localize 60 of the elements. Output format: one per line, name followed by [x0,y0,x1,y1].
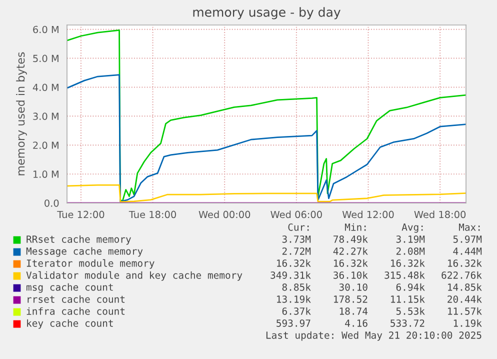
legend-label: RRset cache memory [26,235,131,245]
y-axis-title: memory used in bytes [16,52,27,176]
text: Min: [344,223,366,231]
text: 1.19k [454,319,482,327]
text: 2.72M [282,247,311,255]
y-tick-label: 6.0 M [33,26,58,34]
x-tick-label: Tue 12:00 [57,210,104,218]
text: 6.37k [282,307,311,315]
text: 11.57k [448,307,482,315]
text: 4.16 [345,319,368,327]
text: 42.27k [333,247,368,255]
text: Cur: [288,223,309,231]
text: 6.94k [396,283,425,291]
text: 349.31k [270,271,311,279]
text: 18.74 [340,307,368,315]
text: Avg: [402,224,423,233]
text: 622.76k [442,271,482,279]
x-tick-label: Wed 18:00 [414,210,466,218]
text: 5.53k [396,307,425,315]
y-tick-label: 3.0 M [33,112,58,120]
y-tick-label: 0.0 [44,199,59,207]
text: 4.44M [453,248,482,255]
text: 8.85k [282,283,311,291]
text: 20.44k [448,295,482,303]
text: 5.97M [453,235,482,243]
y-tick-label: 4.0 M [32,84,58,92]
text: 14.85k [448,283,482,291]
text: 178.52 [334,295,368,303]
x-tick-label: Wed 00:00 [198,210,250,218]
y-tick-label: 5.0 M [33,54,58,62]
text: Last update: Wed May 21 20:10:00 2025 [266,331,482,341]
text: Max: [458,224,480,231]
legend-label: Iterator module memory [26,259,154,269]
text: 30.10 [339,283,368,291]
x-tick-label: Wed 06:00 [270,210,322,218]
text: 13.19k [277,295,311,303]
text: 11.15k [391,295,425,303]
legend-label: infra cache count [26,307,125,315]
legend-label: rrset cache count [28,295,125,303]
text: 533.72 [390,319,424,327]
text: 3.19M [396,235,425,243]
legend-label: Validator module and key cache memory [26,271,242,281]
text: 3.73M [282,235,311,243]
y-tick-label: 1.0 M [33,170,58,178]
y-tick-label: 2.0 M [33,142,58,149]
legend-label: msg cache count [26,283,113,293]
x-tick-label: Wed 12:00 [342,210,394,218]
x-tick-label: Tue 18:00 [128,210,176,218]
text: 16.32k [391,259,425,267]
text: 16.32k [334,259,368,267]
legend-label: key cache count [27,319,113,329]
legend-label: Message cache memory [26,247,143,257]
chart-title: memory usage - by day [193,7,340,20]
text: 593.97 [276,319,310,327]
text: 16.32k [448,259,482,267]
text: 315.48k [384,271,425,279]
text: 36.10k [334,271,368,279]
text: 78.49k [334,235,368,243]
text: 2.08M [396,247,425,255]
text: 16.32k [277,259,311,267]
